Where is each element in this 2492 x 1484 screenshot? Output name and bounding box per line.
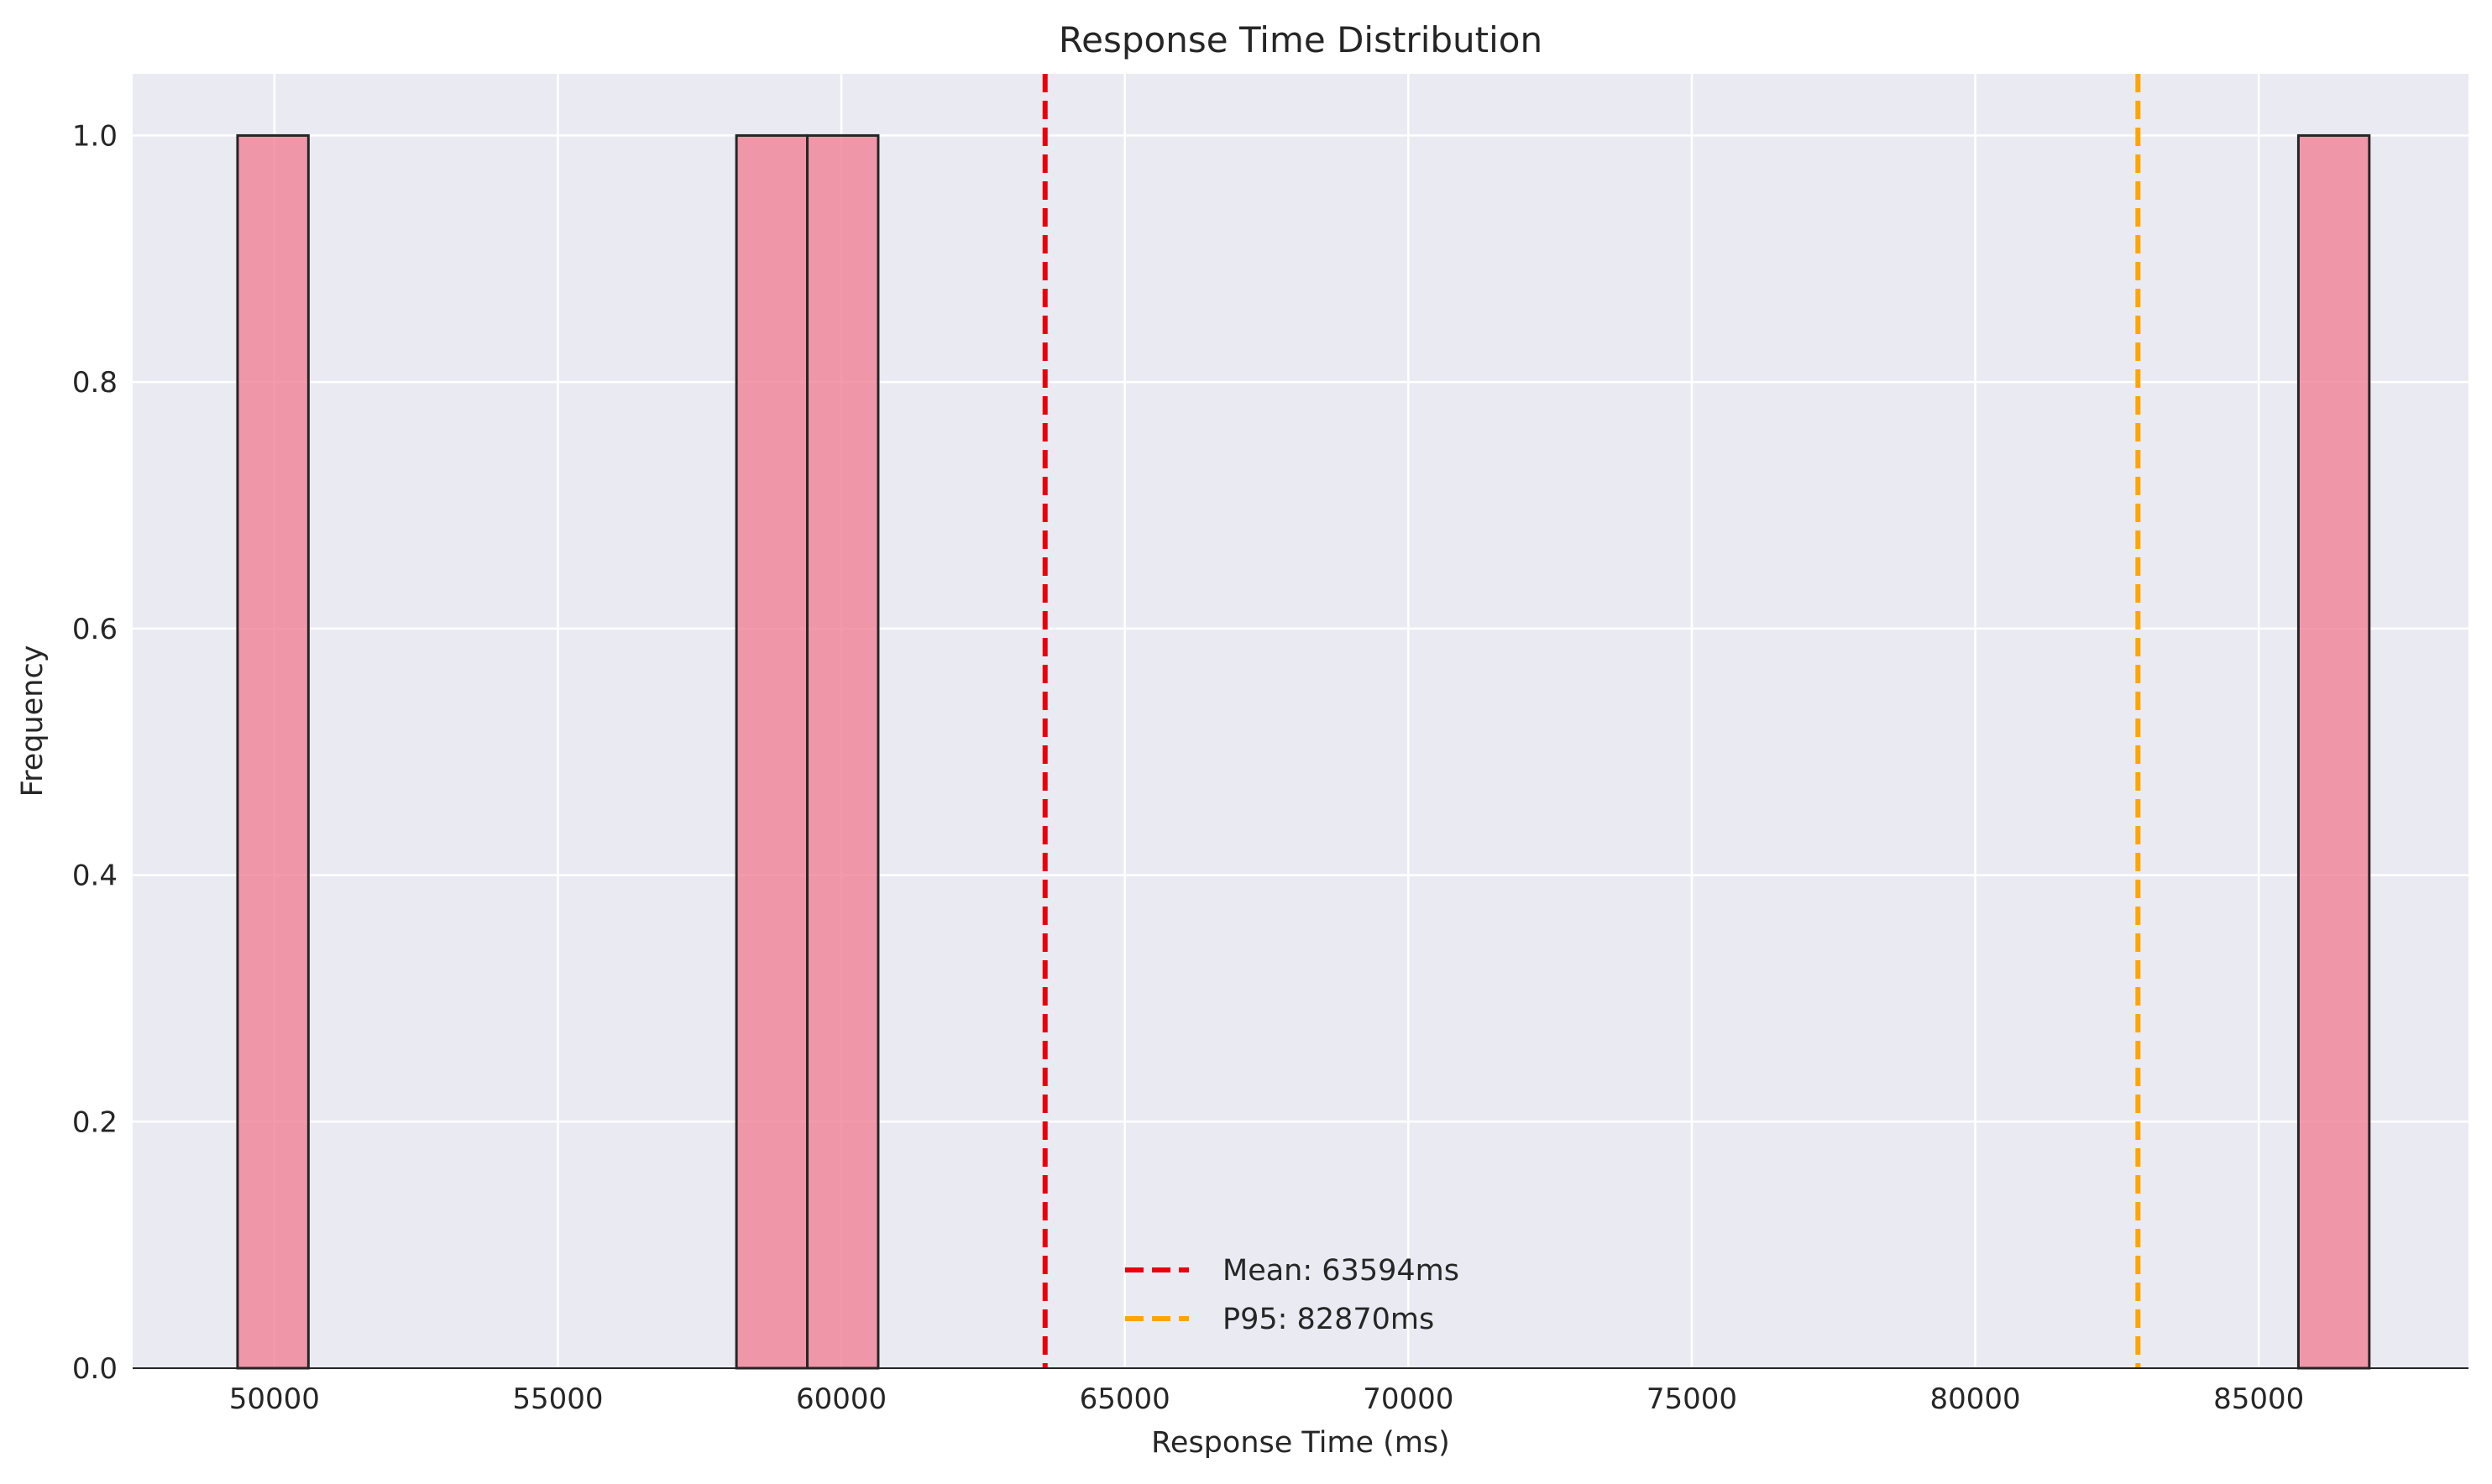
x-tick-label: 80000 <box>1929 1382 2020 1416</box>
y-tick-label: 1.0 <box>72 119 118 153</box>
legend-entry-label: Mean: 63594ms <box>1222 1254 1459 1288</box>
histogram-bar <box>806 133 880 1370</box>
histogram-bar <box>236 133 310 1370</box>
legend-entry-label: P95: 82870ms <box>1222 1303 1434 1336</box>
y-tick-label: 0.4 <box>72 860 118 893</box>
y-axis-label: Frequency <box>16 645 50 797</box>
y-tick-label: 0.8 <box>72 366 118 400</box>
legend: Mean: 63594ms P95: 82870ms <box>1125 1254 1459 1336</box>
histogram-bar <box>735 133 809 1370</box>
plot-area <box>133 74 2468 1368</box>
y-tick-label: 0.0 <box>72 1352 118 1386</box>
x-tick-label: 85000 <box>2213 1382 2304 1416</box>
chart-title: Response Time Distribution <box>1059 19 1542 60</box>
x-axis-label: Response Time (ms) <box>1151 1426 1450 1460</box>
x-tick-label: 55000 <box>512 1382 603 1416</box>
reference-lines <box>1042 74 2141 1368</box>
x-tick-label: 50000 <box>229 1382 320 1416</box>
x-tick-label: 65000 <box>1080 1382 1170 1416</box>
histogram-bar <box>2296 133 2371 1370</box>
grid-lines <box>133 74 2468 1370</box>
axes: 50000 55000 60000 65000 70000 75000 80000 85000… <box>72 119 2468 1416</box>
x-tick-label: 60000 <box>796 1382 887 1416</box>
y-tick-label: 0.6 <box>72 613 118 646</box>
histogram-bars <box>236 133 2371 1370</box>
x-tick-label: 75000 <box>1646 1382 1737 1416</box>
x-tick-label: 70000 <box>1363 1382 1453 1416</box>
y-tick-label: 0.2 <box>72 1105 118 1139</box>
